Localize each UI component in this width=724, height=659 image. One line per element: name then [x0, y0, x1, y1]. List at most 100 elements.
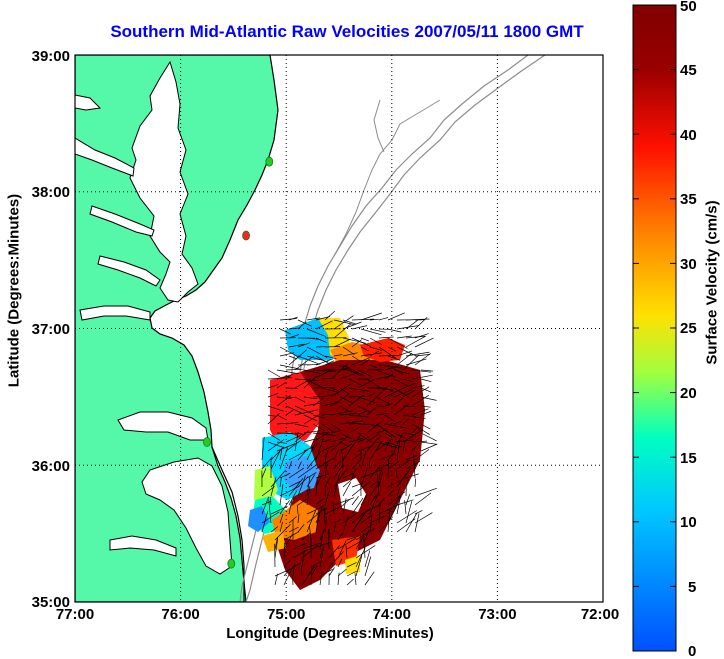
- velocity-arrow: [402, 390, 415, 398]
- velocity-arrow: [395, 469, 398, 479]
- velocity-arrow: [261, 468, 267, 479]
- velocity-arrow: [339, 441, 350, 448]
- velocity-arrow: [339, 420, 363, 425]
- velocity-arrow: [321, 387, 338, 393]
- velocity-arrow: [420, 387, 432, 393]
- velocity-arrow: [333, 473, 340, 497]
- velocity-arrow: [375, 413, 388, 416]
- colorbar-label: Surface Velocity (cm/s): [703, 200, 721, 365]
- velocity-arrow: [387, 355, 401, 361]
- velocity-arrow: [405, 335, 426, 348]
- velocity-arrow: [378, 516, 394, 533]
- velocity-arrow: [279, 513, 284, 524]
- velocity-arrow: [285, 396, 295, 398]
- velocity-arrow: [360, 504, 382, 515]
- velocity-arrow: [303, 430, 321, 434]
- velocity-arrow: [396, 335, 412, 339]
- velocity-arrow: [377, 473, 380, 497]
- velocity-arrow: [324, 360, 335, 366]
- velocity-arrow: [342, 472, 356, 479]
- velocity-arrow: [387, 502, 399, 524]
- velocity-arrow: [337, 558, 343, 568]
- velocity-arrow: [387, 312, 405, 321]
- velocity-arrow: [303, 414, 318, 422]
- velocity-arrow: [312, 423, 325, 432]
- velocity-arrow: [363, 544, 366, 559]
- velocity-arrow: [360, 450, 367, 470]
- velocity-arrow: [292, 574, 294, 586]
- velocity-arrow: [348, 437, 364, 443]
- velocity-arrow: [330, 437, 345, 443]
- velocity-arrow: [303, 402, 321, 407]
- velocity-arrow: [269, 496, 272, 506]
- velocity-arrow: [351, 512, 366, 533]
- velocity-arrow: [405, 494, 411, 506]
- velocity-arrow: [378, 355, 399, 357]
- velocity-arrow: [310, 565, 318, 577]
- velocity-arrow: [345, 545, 348, 559]
- velocity-arrow: [333, 523, 336, 533]
- velocity-arrow: [396, 510, 417, 524]
- velocity-arrow: [306, 328, 327, 337]
- velocity-arrow: [270, 477, 277, 497]
- velocity-arrow: [303, 413, 322, 425]
- velocity-arrow: [310, 565, 313, 586]
- velocity-arrow: [306, 474, 315, 488]
- velocity-arrow: [312, 432, 329, 443]
- velocity-arrow: [261, 486, 275, 497]
- velocity-arrow: [342, 482, 352, 497]
- colorbar-tick-label: 25: [680, 320, 697, 337]
- y-tick-label: 36:00: [32, 458, 70, 475]
- velocity-arrow: [315, 507, 328, 515]
- velocity-arrow: [393, 420, 402, 425]
- velocity-arrow: [337, 533, 343, 541]
- velocity-arrow: [414, 478, 417, 488]
- velocity-arrow: [279, 318, 297, 321]
- velocity-arrow: [312, 414, 325, 419]
- velocity-arrow: [283, 569, 290, 577]
- velocity-arrow: [283, 565, 294, 586]
- velocity-arrow: [279, 346, 300, 358]
- velocity-arrow: [321, 369, 333, 371]
- velocity-arrow: [337, 540, 347, 559]
- velocity-arrow: [396, 350, 413, 357]
- velocity-arrow: [384, 441, 390, 452]
- velocity-arrow: [360, 352, 383, 357]
- velocity-arrow: [288, 349, 308, 366]
- velocity-arrow: [339, 432, 353, 440]
- velocity-arrow: [402, 383, 416, 389]
- velocity-arrow: [375, 387, 395, 391]
- velocity-arrow: [357, 445, 374, 452]
- velocity-arrow: [285, 421, 299, 425]
- velocity-arrow: [411, 386, 430, 398]
- outer-banks: [211, 446, 245, 602]
- velocity-arrow: [315, 316, 331, 321]
- velocity-arrow: [405, 513, 418, 533]
- velocity-arrow: [279, 328, 291, 335]
- velocity-arrow: [346, 562, 357, 568]
- velocity-arrow: [319, 530, 324, 550]
- velocity-arrow: [294, 380, 308, 389]
- velocity-arrow: [414, 337, 434, 348]
- velocity-arrow: [310, 560, 322, 568]
- velocity-arrow: [312, 369, 336, 372]
- velocity-arrow: [279, 476, 282, 488]
- velocity-arrow: [294, 423, 309, 428]
- velocity-arrow: [342, 512, 357, 524]
- velocity-arrow: [276, 396, 292, 400]
- velocity-arrow: [393, 439, 415, 443]
- velocity-arrow: [324, 355, 337, 360]
- x-tick-label: 77:00: [56, 606, 94, 623]
- velocity-arrow: [342, 499, 350, 506]
- velocity-arrow: [294, 432, 306, 435]
- velocity-arrow: [285, 432, 298, 435]
- velocity-arrow: [402, 378, 414, 383]
- velocity-arrow: [324, 489, 331, 506]
- velocity-arrow: [283, 559, 291, 568]
- velocity-arrow: [393, 389, 412, 398]
- velocity-arrow: [351, 496, 359, 506]
- velocity-arrow: [321, 423, 336, 434]
- velocity-arrow: [337, 537, 357, 550]
- velocity-arrow: [267, 414, 277, 417]
- x-axis-ticks: 77:00 76:00 75:00 74:00 73:00 72:00: [56, 606, 619, 623]
